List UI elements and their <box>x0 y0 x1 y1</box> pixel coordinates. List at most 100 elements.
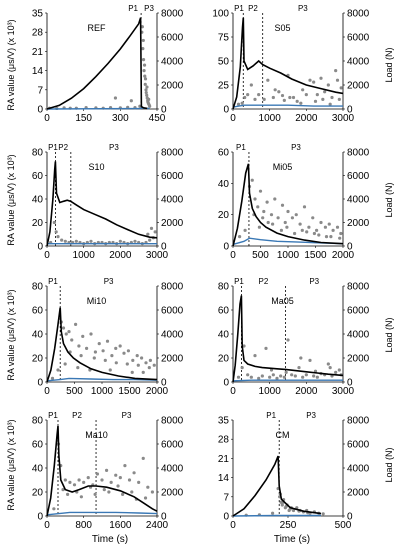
xtick-label: 500 <box>66 386 83 397</box>
ra-point <box>339 231 343 236</box>
ra-point <box>335 225 340 229</box>
ra-point <box>331 228 335 232</box>
panel-Ma05: 0 20 40 60 80 0 2000 4000 6000 8000 0 1000 2000 3000 P… <box>218 277 370 397</box>
ra-point <box>277 90 281 94</box>
ytick-left-label: 40 <box>32 464 44 475</box>
ra-point <box>54 230 58 234</box>
ra-point <box>153 230 157 234</box>
phase-label: P3 <box>144 4 154 13</box>
ra-average-line <box>232 514 321 517</box>
ra-point <box>145 85 149 89</box>
ra-average-line <box>232 379 343 382</box>
ra-point <box>89 239 93 243</box>
ra-point <box>315 93 319 97</box>
ytick-right-label: 8000 <box>161 416 184 427</box>
ytick-right-label: 0 <box>161 242 167 253</box>
ytick-right-label: 0 <box>161 512 167 523</box>
ra-point <box>63 362 67 366</box>
ra-point <box>262 209 266 214</box>
ytick-right-label: 0 <box>161 378 167 389</box>
ra-point <box>63 478 67 482</box>
ra-point <box>284 370 288 374</box>
ra-point <box>136 363 140 367</box>
phase-label: P3 <box>122 411 132 420</box>
ra-point <box>116 484 120 488</box>
ytick-left-label: 0 <box>223 512 229 523</box>
xtick-label: 0 <box>44 250 50 261</box>
ytick-right-label: 8000 <box>347 416 370 427</box>
ytick-right-label: 4000 <box>347 57 370 68</box>
ra-point <box>279 228 283 232</box>
ra-point <box>130 490 134 494</box>
ra-point <box>114 473 118 477</box>
xtick-label: 2000 <box>332 250 355 261</box>
ytick-left-label: 40 <box>32 330 44 341</box>
ytick-left-label: 0 <box>223 105 229 116</box>
ytick-left-label: 100 <box>212 9 229 20</box>
ytick-left-label: 0 <box>37 242 43 253</box>
ytick-right-label: 0 <box>347 378 353 389</box>
ra-point <box>147 366 151 370</box>
ra-point <box>142 69 146 73</box>
ra-point <box>298 222 302 226</box>
ytick-left-label: 25 <box>218 81 230 92</box>
phase-label: P2 <box>58 143 68 152</box>
ra-point <box>126 349 130 353</box>
panel-title: S05 <box>274 23 290 33</box>
phase-label: P1 <box>234 277 244 286</box>
phase-label: P1 <box>266 411 276 420</box>
ra-point <box>145 93 149 97</box>
ra-point <box>148 358 152 362</box>
ra-point <box>141 456 145 460</box>
ytick-right-label: 8000 <box>347 148 370 159</box>
ra-point <box>79 354 83 358</box>
ytick-left-label: 14 <box>32 66 44 77</box>
load-curve <box>232 295 344 383</box>
ra-average-line <box>46 511 158 516</box>
ra-point <box>92 356 96 360</box>
xtick-label: 250 <box>280 520 297 531</box>
panel-title: CM <box>276 430 290 440</box>
ra-point <box>264 346 268 350</box>
ytick-left-label: 14 <box>218 473 230 484</box>
ytick-right-label: 4000 <box>347 330 370 341</box>
xtick-label: 1000 <box>259 386 282 397</box>
ytick-left-label: 20 <box>218 210 230 221</box>
ra-point <box>286 209 290 214</box>
ra-average-line <box>232 104 343 108</box>
ra-point <box>140 356 144 360</box>
ra-point <box>285 225 289 229</box>
panel-title: Ma10 <box>85 430 108 440</box>
ra-point <box>282 98 286 102</box>
ra-point <box>72 483 77 487</box>
ytick-left-label: 60 <box>32 171 44 182</box>
ytick-left-label: 40 <box>218 330 230 341</box>
xtick-label: 2000 <box>295 113 318 124</box>
ra-point <box>291 508 296 513</box>
ra-point <box>328 102 332 106</box>
ra-point <box>273 88 277 92</box>
ytick-left-label: 60 <box>218 148 230 159</box>
xtick-label: 0 <box>44 113 50 124</box>
ylabel-right-row3: Load (N) <box>384 317 394 352</box>
ra-point <box>328 366 332 370</box>
ra-point <box>144 88 148 92</box>
xlabel-right: Time (s) <box>274 534 310 545</box>
ra-average-line <box>46 377 158 382</box>
ra-point <box>307 225 311 229</box>
ra-point <box>64 332 68 336</box>
ytick-left-label: 28 <box>218 435 230 446</box>
xtick-label: 0 <box>230 386 236 397</box>
phase-label: P1 <box>128 4 138 13</box>
ra-point <box>323 90 327 94</box>
ytick-left-label: 20 <box>32 354 44 365</box>
xtick-label: 0 <box>230 520 236 531</box>
phase-label: P2 <box>72 411 82 420</box>
ra-point <box>100 478 104 482</box>
ra-point <box>266 78 270 82</box>
ytick-left-label: 80 <box>32 148 44 159</box>
ra-point <box>143 496 148 500</box>
ytick-left-label: 20 <box>218 354 230 365</box>
xtick-label: 2000 <box>295 386 318 397</box>
